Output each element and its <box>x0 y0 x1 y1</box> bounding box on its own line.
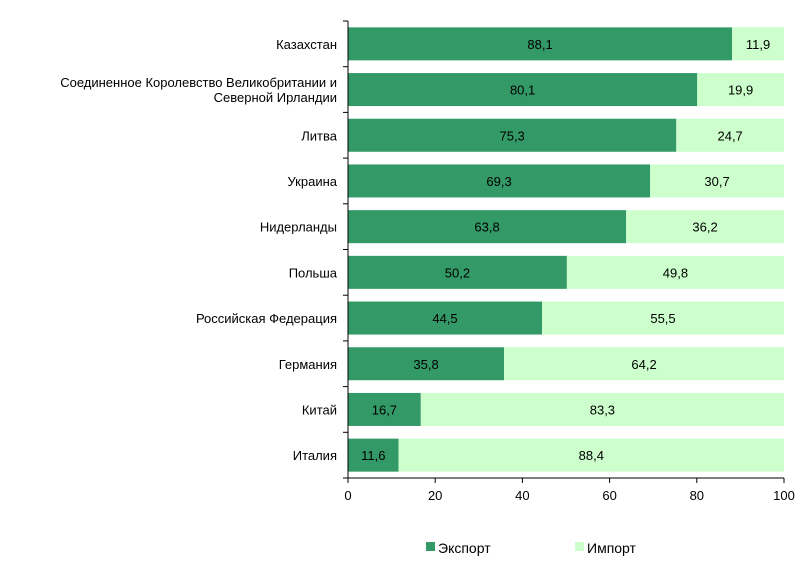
x-tick-label: 60 <box>602 488 616 503</box>
bar-import <box>676 118 784 152</box>
data-label: 88,1 <box>527 37 552 52</box>
data-label: 55,5 <box>650 311 675 326</box>
data-label: 50,2 <box>445 265 470 280</box>
bar-export <box>348 210 627 244</box>
category-label: Казахстан <box>276 37 337 52</box>
data-label: 83,3 <box>590 402 615 417</box>
x-tick-label: 40 <box>515 488 529 503</box>
category-label: Российская Федерация <box>196 311 337 326</box>
bar-import <box>566 255 784 289</box>
bar-export <box>348 438 399 472</box>
x-tick-label: 20 <box>428 488 442 503</box>
data-label: 63,8 <box>474 220 499 235</box>
data-label: 19,9 <box>728 83 753 98</box>
category-label: Литва <box>301 128 338 143</box>
bar-export <box>348 73 698 107</box>
data-label: 11,9 <box>746 37 770 52</box>
data-label: 69,3 <box>486 174 511 189</box>
legend-swatch <box>575 542 584 551</box>
x-tick-label: 0 <box>344 488 351 503</box>
data-label: 64,2 <box>631 357 656 372</box>
category-label: Украина <box>288 174 338 189</box>
bar-import <box>626 210 784 244</box>
bar-export <box>348 301 543 335</box>
category-label: Польша <box>289 265 338 280</box>
category-label: Нидерланды <box>260 220 337 235</box>
data-label: 11,6 <box>361 448 385 463</box>
data-label: 16,7 <box>372 402 397 417</box>
bar-import <box>650 164 784 198</box>
bar-import <box>398 438 784 472</box>
data-label: 44,5 <box>432 311 457 326</box>
legend-label: Импорт <box>587 540 637 556</box>
bar-import <box>420 392 784 426</box>
bar-import <box>697 73 784 107</box>
legend-swatch <box>426 542 435 551</box>
bar-import <box>542 301 784 335</box>
category-label: Италия <box>293 448 337 463</box>
category-label: Китай <box>302 402 337 417</box>
x-tick-label: 100 <box>773 488 795 503</box>
bar-export <box>348 255 567 289</box>
bar-import <box>732 27 784 61</box>
bar-export <box>348 118 677 152</box>
bar-import <box>504 347 784 381</box>
data-label: 24,7 <box>717 128 742 143</box>
category-label: Северной Ирландии <box>214 90 337 105</box>
legend-label: Экспорт <box>438 540 491 556</box>
bar-export <box>348 164 651 198</box>
data-label: 36,2 <box>692 220 717 235</box>
bar-export <box>348 27 733 61</box>
data-label: 35,8 <box>413 357 438 372</box>
data-label: 30,7 <box>704 174 729 189</box>
category-label: Германия <box>279 357 337 372</box>
category-label: Соединенное Королевство Великобритании и <box>60 75 337 90</box>
bar-export <box>348 392 421 426</box>
bar-export <box>348 347 505 381</box>
data-label: 49,8 <box>663 265 688 280</box>
data-label: 75,3 <box>499 128 524 143</box>
data-label: 88,4 <box>579 448 604 463</box>
data-label: 80,1 <box>510 83 535 98</box>
x-tick-label: 80 <box>690 488 704 503</box>
